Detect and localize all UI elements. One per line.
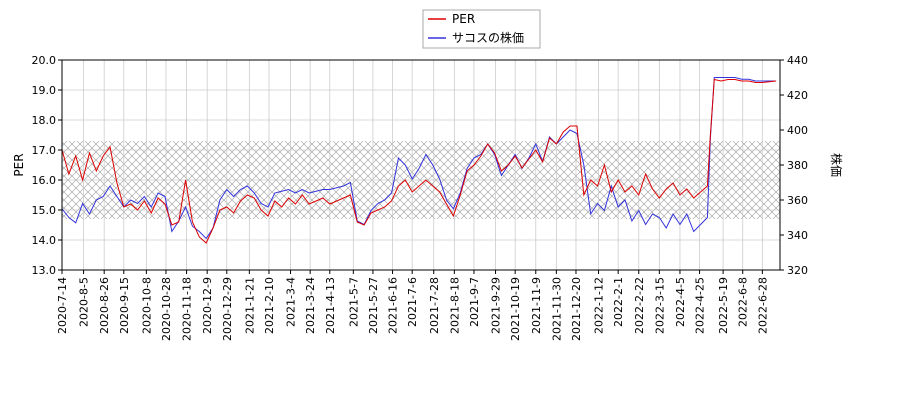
x-tick-label: 2021-11-9 xyxy=(530,277,543,334)
x-tick-label: 2021-1-21 xyxy=(243,277,256,334)
y2-tick-label: 380 xyxy=(787,159,808,172)
y2-tick-label: 340 xyxy=(787,229,808,242)
plot-frame xyxy=(61,59,781,271)
x-tick-label: 2020-12-9 xyxy=(201,277,214,334)
x-tick-label: 2021-6-16 xyxy=(387,277,400,334)
x-tick-label: 2022-2-22 xyxy=(633,277,646,334)
series-line xyxy=(61,77,777,240)
y-tick-label: 16.0 xyxy=(32,174,57,187)
x-tick-label: 2021-7-6 xyxy=(406,277,419,327)
x-tick-label: 2022-5-19 xyxy=(717,277,730,334)
y2-tick-label: 440 xyxy=(787,54,808,67)
y-tick-label: 20.0 xyxy=(32,54,57,67)
x-tick-label: 2022-6-28 xyxy=(756,277,769,334)
x-tick-label: 2020-12-29 xyxy=(221,277,234,341)
x-tick-label: 2020-11-18 xyxy=(181,277,194,341)
y2-tick-label: 320 xyxy=(787,264,808,277)
legend-box xyxy=(422,9,541,49)
x-tick-label: 2022-2-1 xyxy=(612,277,625,327)
y-tick-label: 17.0 xyxy=(32,144,57,157)
x-tick-label: 2021-3-24 xyxy=(304,277,317,334)
x-tick-label: 2021-2-10 xyxy=(263,277,276,334)
x-tick-label: 2020-8-5 xyxy=(78,277,91,327)
y-tick-label: 13.0 xyxy=(32,264,57,277)
y2-tick-label: 400 xyxy=(787,124,808,137)
y2-axis-label: 株価 xyxy=(829,153,844,177)
x-tick-label: 2021-4-13 xyxy=(324,277,337,334)
x-tick-label: 2020-8-26 xyxy=(98,277,111,334)
legend: PER サコスの株価 xyxy=(422,9,541,49)
x-tick-label: 2021-9-29 xyxy=(490,277,503,334)
y2-tick-label: 360 xyxy=(787,194,808,207)
x-tick-label: 2020-10-28 xyxy=(160,277,173,341)
y-axis-label: PER xyxy=(12,153,26,176)
x-tick-label: 2022-4-5 xyxy=(674,277,687,327)
x-tick-label: 2020-7-14 xyxy=(56,277,69,334)
x-tick-label: 2022-4-25 xyxy=(694,277,707,334)
y-tick-label: 19.0 xyxy=(32,84,57,97)
x-tick-label: 2021-9-7 xyxy=(468,277,481,327)
y2-tick-label: 420 xyxy=(787,89,808,102)
x-tick-label: 2021-3-4 xyxy=(285,277,298,327)
x-tick-label: 2020-9-15 xyxy=(118,277,131,334)
legend-label: PER xyxy=(452,12,475,26)
series-line xyxy=(61,78,777,244)
x-tick-label: 2021-5-27 xyxy=(367,277,380,334)
y-tick-label: 18.0 xyxy=(32,114,57,127)
y-tick-label: 14.0 xyxy=(32,234,57,247)
legend-label: サコスの株価 xyxy=(452,30,524,45)
y-tick-label: 15.0 xyxy=(32,204,57,217)
x-tick-label: 2021-5-7 xyxy=(347,277,360,327)
x-tick-label: 2021-12-20 xyxy=(570,277,583,341)
x-tick-label: 2022-1-12 xyxy=(593,277,606,334)
x-tick-label: 2022-3-15 xyxy=(653,277,666,334)
x-tick-label: 2022-6-8 xyxy=(737,277,750,327)
x-tick-label: 2021-7-28 xyxy=(428,277,441,334)
x-tick-label: 2021-10-19 xyxy=(509,277,522,341)
x-tick-label: 2021-11-30 xyxy=(550,277,563,341)
x-tick-label: 2020-10-8 xyxy=(140,277,153,334)
x-tick-label: 2021-8-18 xyxy=(448,277,461,334)
